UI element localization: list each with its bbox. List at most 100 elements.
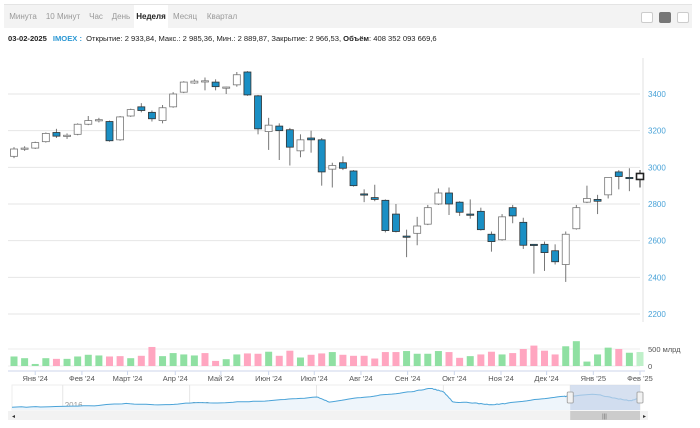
- open-label: Открытие:: [86, 34, 123, 43]
- tab-month[interactable]: Месяц: [172, 12, 198, 21]
- low-value: 2 889,87: [237, 34, 268, 43]
- candle-body: [381, 199, 390, 231]
- volume-axis-label: 500 млрд: [648, 345, 681, 354]
- candle-body: [126, 109, 135, 117]
- candle: [370, 184, 379, 202]
- x-tick-label: Март '24: [113, 374, 143, 383]
- y-tick-label: 3000: [648, 163, 666, 172]
- candle: [402, 229, 411, 258]
- x-tick-label: Май '24: [208, 374, 235, 383]
- scrollbar-grip-icon: |||: [602, 414, 607, 420]
- x-tick-label: Окт '24: [442, 374, 467, 383]
- candle: [540, 241, 549, 271]
- candle: [201, 77, 209, 91]
- line-chart-icon[interactable]: [641, 12, 653, 23]
- candle: [328, 162, 337, 188]
- y-tick-label: 3400: [648, 90, 666, 99]
- candle-body: [455, 201, 464, 213]
- candle: [63, 133, 71, 139]
- candle-body: [84, 120, 93, 125]
- volume-bar: [21, 358, 29, 366]
- candle: [84, 115, 93, 126]
- navigator-year-label: 2016: [65, 401, 83, 410]
- scrollbar-thumb[interactable]: [570, 411, 640, 420]
- candle-body: [561, 233, 570, 265]
- x-tick-label: Сен '24: [395, 374, 421, 383]
- candle-body: [360, 193, 369, 196]
- candle: [487, 231, 496, 252]
- candle-body: [349, 170, 358, 187]
- navigator-handle[interactable]: [636, 391, 644, 404]
- volume-bar: [52, 358, 60, 366]
- candle-body: [317, 139, 326, 173]
- y-tick-label: 2200: [648, 310, 666, 319]
- volume-bar: [307, 354, 315, 366]
- close-value: 2 966,53: [309, 34, 339, 43]
- candle: [339, 156, 347, 171]
- x-tick-label: Июл '24: [301, 374, 328, 383]
- candle-body: [498, 216, 506, 241]
- candle-body: [10, 148, 18, 157]
- candle-body: [105, 121, 114, 142]
- candle-body: [179, 81, 188, 93]
- volume-bar: [190, 355, 198, 366]
- y-tick-label: 3200: [648, 127, 666, 136]
- volume-bar: [604, 347, 612, 366]
- volume-bar: [615, 349, 623, 366]
- candle-body: [41, 133, 50, 143]
- scrollbar-track[interactable]: [8, 411, 648, 420]
- candle-body: [190, 80, 199, 84]
- candle-body: [63, 134, 71, 137]
- volume-bar: [10, 356, 18, 366]
- candle: [116, 115, 125, 141]
- tab-quarter[interactable]: Квартал: [206, 12, 238, 21]
- candle: [583, 185, 591, 204]
- tab-day[interactable]: День: [111, 12, 131, 21]
- volume-bar: [318, 353, 326, 366]
- candle-body: [487, 233, 496, 242]
- volume-bar: [169, 353, 177, 366]
- scroll-left-arrow-icon: ◂: [12, 414, 15, 420]
- x-tick-label: Авг '24: [349, 374, 373, 383]
- candlestick-chart-icon[interactable]: [659, 12, 671, 23]
- volume-bar: [456, 357, 464, 366]
- x-tick-label: Фев '24: [69, 374, 95, 383]
- candle: [31, 141, 40, 149]
- candle-body: [551, 250, 560, 263]
- volume-bar: [360, 355, 368, 366]
- tab-10-minutes[interactable]: 10 Минут: [45, 12, 81, 21]
- volume-bar: [127, 358, 135, 366]
- candle-body: [508, 207, 517, 217]
- candle-body: [583, 198, 591, 203]
- tab-hour[interactable]: Час: [89, 12, 103, 21]
- volume-bar: [434, 351, 442, 366]
- candle: [20, 146, 29, 151]
- volume-bar: [201, 353, 209, 366]
- tab-minute[interactable]: Минута: [9, 12, 37, 21]
- candle: [635, 170, 645, 188]
- symbol: IMOEX :: [52, 34, 82, 43]
- volume-bar: [63, 358, 71, 366]
- candle-body: [73, 123, 82, 135]
- x-tick-label: Апр '24: [163, 374, 188, 383]
- volume-bar: [424, 353, 432, 366]
- tab-week[interactable]: Неделя: [134, 5, 168, 29]
- ohlc-chart-icon[interactable]: [677, 12, 689, 23]
- candle: [41, 132, 50, 143]
- candle-body: [275, 125, 284, 132]
- navigator-handle[interactable]: [566, 391, 574, 404]
- candle: [222, 86, 231, 94]
- candle: [158, 104, 167, 124]
- candle-body: [519, 221, 528, 246]
- volume-value: 408 352 093 669,6: [373, 34, 437, 43]
- candle: [625, 168, 634, 192]
- volume-bar: [636, 352, 644, 366]
- candle-body: [52, 132, 61, 137]
- navigator-selection[interactable]: [570, 385, 640, 410]
- candle-body: [445, 192, 453, 205]
- candle-body: [158, 107, 167, 121]
- volume-bar: [116, 356, 124, 366]
- candle: [94, 117, 103, 123]
- candle: [349, 170, 358, 187]
